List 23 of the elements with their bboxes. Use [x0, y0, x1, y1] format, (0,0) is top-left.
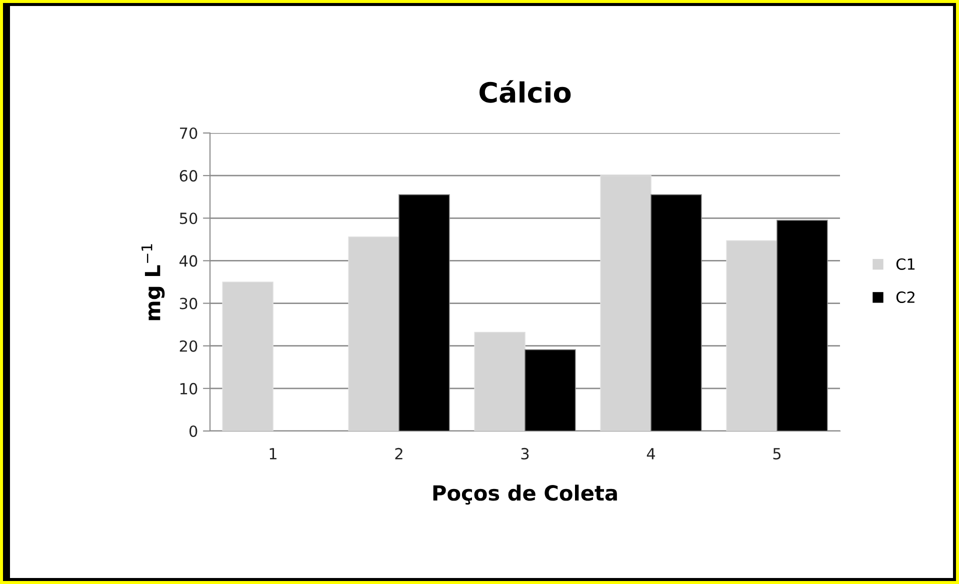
- bar: [348, 236, 400, 431]
- legend-label: C2: [896, 291, 914, 303]
- legend-label: C1: [896, 258, 915, 270]
- bar: [600, 175, 652, 431]
- y-tick-label: 50: [180, 212, 198, 224]
- y-tick-label: 0: [189, 425, 198, 438]
- y-tick-label: 70: [180, 127, 198, 140]
- y-tick-label: 10: [180, 382, 198, 394]
- bar: [726, 240, 778, 431]
- x-tick-label: 1: [270, 448, 276, 460]
- bar: [474, 332, 526, 431]
- x-axis-title: Poços de Coleta: [433, 484, 617, 505]
- x-tick-label: 4: [646, 448, 656, 460]
- x-tick-label: 5: [773, 448, 781, 460]
- y-axis-title: mg L$^{−1}$: [142, 244, 165, 320]
- y-tick-label: 60: [180, 170, 198, 182]
- y-tick-label: 40: [180, 255, 198, 267]
- y-tick-label: 30: [180, 298, 198, 310]
- bar: [222, 282, 274, 431]
- x-tick-label: 2: [395, 448, 402, 460]
- x-tick-label: 3: [521, 448, 529, 460]
- y-tick-label: 20: [180, 340, 198, 352]
- chart-title: Cálcio: [480, 80, 571, 103]
